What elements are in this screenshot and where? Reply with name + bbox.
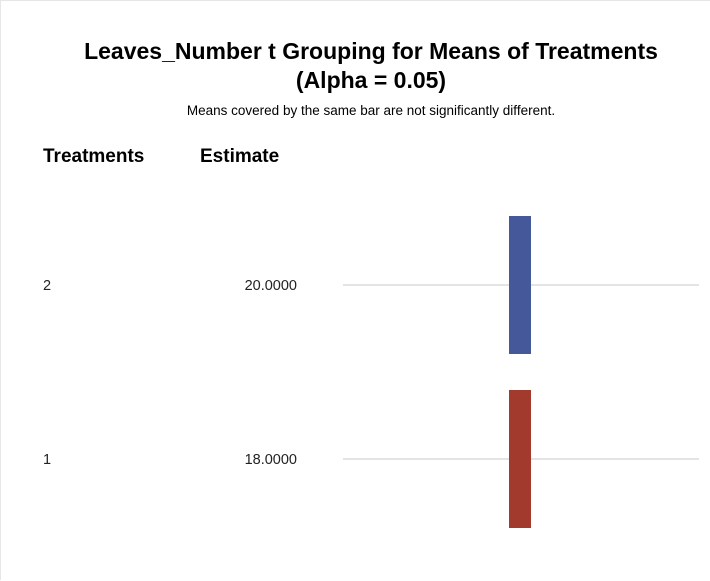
grouping-bar (509, 216, 531, 354)
treatment-label: 1 (43, 452, 51, 468)
estimate-value: 18.0000 (245, 452, 297, 468)
treatment-label: 2 (43, 278, 51, 294)
estimate-value: 20.0000 (245, 278, 297, 294)
grouping-bar (509, 390, 531, 528)
column-header-treatments: Treatments (43, 146, 145, 167)
column-header-estimate: Estimate (200, 146, 280, 167)
chart-subtitle: Means covered by the same bar are not si… (186, 103, 556, 118)
chart-title: Leaves_Number t Grouping for Means of Tr… (84, 38, 658, 93)
